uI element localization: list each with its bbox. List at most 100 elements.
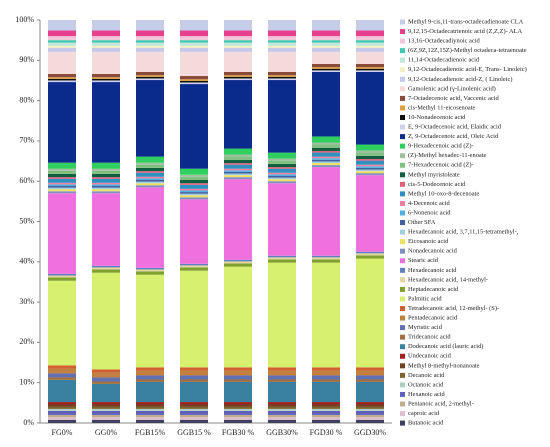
bar-segment xyxy=(92,173,120,178)
bar-segment xyxy=(180,375,208,380)
bar-segment xyxy=(356,152,384,156)
bar-segment xyxy=(356,159,384,161)
bar-segment xyxy=(224,381,252,403)
bar-segment xyxy=(312,402,340,405)
legend-swatch xyxy=(400,296,405,302)
bar-segment xyxy=(312,36,340,41)
bar-segment xyxy=(48,178,76,183)
bar-segment xyxy=(48,186,76,188)
bar-segment xyxy=(92,369,120,373)
bar-segment xyxy=(356,414,384,418)
bar-segment xyxy=(136,187,164,268)
legend-swatch xyxy=(400,105,405,111)
bar-segment xyxy=(356,166,384,168)
legend-label: (Z)-Methyl hexadec-11-enoate xyxy=(408,152,487,159)
bar-segment xyxy=(224,379,252,382)
bar-segment xyxy=(136,375,164,380)
bar-segment xyxy=(92,189,120,192)
bar-segment xyxy=(224,263,252,267)
bar-segment xyxy=(356,63,384,68)
bar-segment xyxy=(356,253,384,256)
bar-segment xyxy=(224,156,252,160)
bar-segment xyxy=(268,419,296,423)
bar-segment xyxy=(356,40,384,43)
bar-segment xyxy=(180,168,208,175)
bar-segment xyxy=(356,379,384,382)
bar-segment xyxy=(180,176,208,180)
legend-label: 7-Hexadecenoic acid (Z)- xyxy=(408,162,474,169)
bar-segment xyxy=(224,51,252,72)
bar-segment xyxy=(92,406,120,409)
bar-segment xyxy=(48,187,76,190)
bar-segment xyxy=(312,381,340,403)
legend-label: (6Z,9Z,12Z,15Z)-Methyl octadeca-tetraeno… xyxy=(408,47,527,54)
bar-segment xyxy=(312,51,340,64)
bar-segment xyxy=(92,30,120,37)
bar-segment xyxy=(268,375,296,380)
bar-segment xyxy=(92,82,120,163)
bar-segment xyxy=(268,177,296,180)
bar-segment xyxy=(224,76,252,79)
bar-segment xyxy=(48,189,76,192)
bar-segment xyxy=(224,177,252,180)
legend-label: 9,12-Octadecadienoic acid-E, Trans- Lino… xyxy=(408,66,527,73)
bar-segment xyxy=(48,379,76,403)
legend-label: Hexadecanoic acid, 3,7,11,15-tetramethyl… xyxy=(408,229,519,236)
legend-label: 9-Hexadecenoic acid (Z)- xyxy=(408,143,474,150)
bar-segment xyxy=(268,402,296,405)
legend-label: cis-5-Dodecenoic acid xyxy=(408,181,466,188)
bar-segment xyxy=(136,417,164,420)
legend-swatch xyxy=(400,267,405,273)
legend-label: Heptadecanoic acid xyxy=(408,286,459,293)
x-tick-label: GGB30% xyxy=(266,428,298,437)
bar-segment xyxy=(180,263,208,266)
bar-segment xyxy=(136,80,164,157)
bar-segment xyxy=(180,197,208,200)
bar-segment xyxy=(92,269,120,273)
legend-swatch xyxy=(400,220,405,226)
bar-segment xyxy=(224,42,252,46)
bar-segment xyxy=(136,51,164,72)
legend-swatch xyxy=(400,57,405,63)
y-tick-label: 50% xyxy=(19,216,34,225)
bar-segment xyxy=(136,47,164,52)
bar-segment xyxy=(92,191,120,194)
bar-segment xyxy=(356,20,384,31)
bar-segment xyxy=(224,417,252,420)
bar-segment xyxy=(136,269,164,272)
bar-segment xyxy=(312,370,340,376)
bar-segment xyxy=(224,75,252,77)
legend-swatch xyxy=(400,229,405,235)
bar-segment xyxy=(136,40,164,43)
bar-segment xyxy=(92,42,120,46)
bar-segment xyxy=(136,181,164,184)
bar-segment xyxy=(268,404,296,407)
bar-segment xyxy=(224,367,252,371)
bar-segment xyxy=(136,404,164,407)
legend-label: Eicosanoic acid xyxy=(408,238,449,245)
legend-label: Other SFA xyxy=(408,219,436,226)
bar-segment xyxy=(312,150,340,153)
legend-label: 9,12-Octadecadienoic acid-Z, ( Linoleic) xyxy=(408,76,513,83)
bar-segment xyxy=(356,155,384,160)
bar-segment xyxy=(356,71,384,145)
bar-segment xyxy=(92,184,120,187)
bar-segment xyxy=(268,379,296,382)
bar-segment xyxy=(224,408,252,411)
bar-segment xyxy=(224,30,252,37)
bar-segment xyxy=(356,410,384,415)
bar-segment xyxy=(224,80,252,149)
bar-segment xyxy=(48,277,76,281)
y-tick-label: 80% xyxy=(19,95,34,104)
bar-segment xyxy=(136,267,164,270)
bar-segment xyxy=(312,40,340,43)
legend-label: Myristic acid xyxy=(408,324,443,331)
legend-swatch xyxy=(400,372,405,378)
legend-label: Methyl myristoleate xyxy=(408,171,460,178)
bar-segment xyxy=(136,271,164,275)
bar-segment xyxy=(356,70,384,72)
legend-label: Pentanoic acid, 2-methyl- xyxy=(408,400,474,407)
bar-segment xyxy=(48,40,76,43)
bar-segment xyxy=(356,68,384,71)
bar-segment xyxy=(136,42,164,46)
